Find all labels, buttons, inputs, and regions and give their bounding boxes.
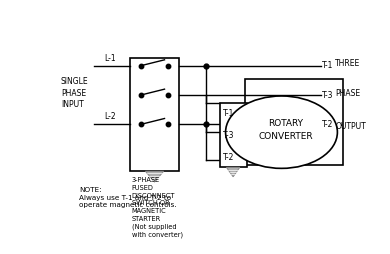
Text: 3-PHASE
FUSED
DISCONNECT
SWITCH OR
MAGNETIC
STARTER
(Not supplied
with converter: 3-PHASE FUSED DISCONNECT SWITCH OR MAGNE… [132,177,183,239]
Text: PHASE: PHASE [335,89,360,98]
Bar [130,58,179,171]
Text: T-2: T-2 [322,120,334,129]
Polygon shape [145,171,164,182]
Text: T-1: T-1 [322,61,334,70]
Text: SINGLE
PHASE
INPUT: SINGLE PHASE INPUT [61,77,89,109]
Text: ROTARY
CONVERTER: ROTARY CONVERTER [259,119,313,141]
Text: L-2: L-2 [105,113,116,121]
Text: T-1: T-1 [223,109,235,118]
Circle shape [225,96,337,168]
Polygon shape [227,167,240,177]
Text: L-1: L-1 [105,54,116,63]
Text: T-2: T-2 [223,153,235,163]
Text: T-3: T-3 [223,131,235,140]
Bar [245,79,344,165]
Text: THREE: THREE [335,59,360,68]
Text: OUTPUT: OUTPUT [335,122,366,131]
Text: NOTE:
Always use T-1 and T-2 to
operate magnetic controls.: NOTE: Always use T-1 and T-2 to operate … [79,187,177,209]
Bar [220,103,247,167]
Text: T-3: T-3 [322,90,334,100]
